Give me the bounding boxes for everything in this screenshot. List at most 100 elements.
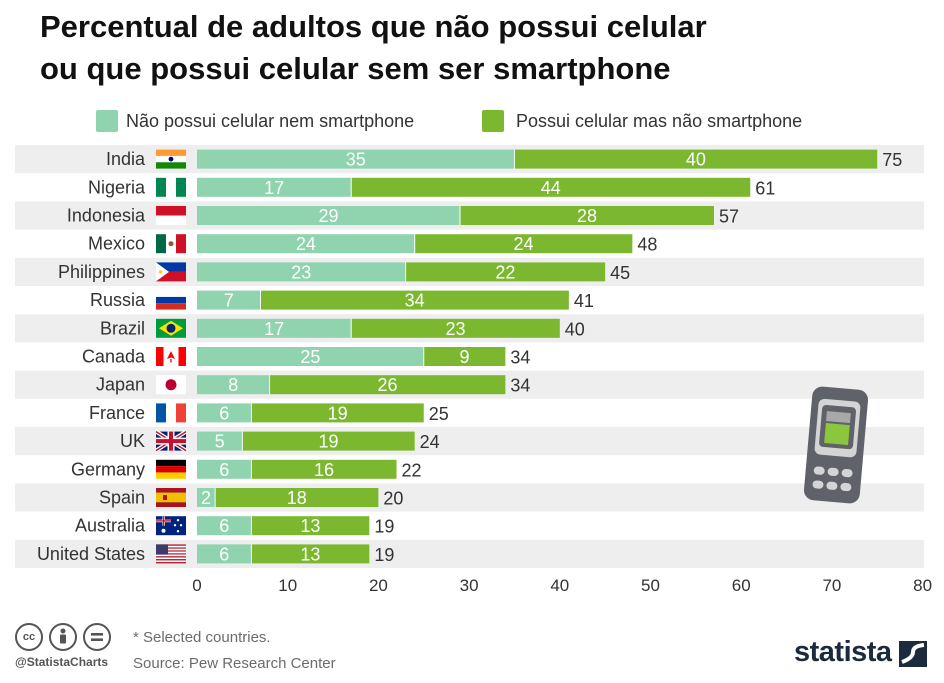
bar-nao-possui [197, 347, 424, 366]
bar-possui-celular [269, 375, 506, 395]
statista-logo[interactable]: statista [794, 636, 892, 668]
category-label: Spain [99, 488, 145, 508]
data-label-possui-celular: 13 [300, 544, 320, 564]
data-label-total: 34 [510, 376, 530, 396]
data-label-possui-celular: 22 [495, 262, 515, 282]
bar-possui-celular [351, 318, 560, 338]
flag-canada-icon [156, 347, 186, 366]
category-label: Brazil [100, 318, 145, 338]
data-label-nao-possui: 24 [296, 234, 316, 254]
bar-possui-celular [514, 149, 878, 169]
data-label-total: 24 [420, 432, 440, 452]
flag-us-icon [156, 544, 186, 564]
bar-possui-celular [460, 206, 714, 225]
feature-phone-icon [803, 386, 869, 504]
category-label: India [106, 149, 146, 169]
category-label: Mexico [88, 234, 145, 254]
data-label-total: 61 [755, 178, 775, 198]
data-label-possui-celular: 19 [328, 403, 348, 423]
bar-nao-possui [197, 149, 515, 169]
bar-nao-possui [197, 177, 352, 197]
legend-swatch-nao-possui [96, 110, 118, 132]
footer-notes: * Selected countries. Source: Pew Resear… [133, 625, 336, 677]
title-line-2: ou que possui celular sem ser smartphone [40, 51, 671, 86]
flag-indonesia-icon [156, 206, 186, 225]
data-label-possui-celular: 34 [405, 291, 425, 311]
bar-nao-possui [197, 375, 270, 395]
flag-uk-icon [154, 429, 188, 453]
data-label-nao-possui: 6 [219, 544, 229, 564]
data-label-total: 34 [510, 348, 530, 368]
flag-india-icon [156, 149, 186, 169]
data-label-total: 25 [429, 404, 449, 424]
flag-germany-icon [156, 459, 186, 479]
selected-countries-note: * Selected countries. [133, 629, 271, 646]
bar-nao-possui [197, 459, 252, 479]
data-label-total: 19 [374, 517, 394, 537]
category-label: Japan [96, 375, 145, 395]
legend-label-nao-possui: Não possui celular nem smartphone [126, 111, 415, 131]
category-label: UK [120, 431, 145, 451]
data-label-nao-possui: 6 [219, 516, 229, 536]
bar-nao-possui [197, 318, 352, 338]
flag-brazil-icon [156, 318, 186, 338]
no-derivatives-icon [83, 623, 111, 651]
category-label: Germany [71, 459, 145, 479]
flag-japan-icon [156, 375, 186, 395]
source-note: Source: Pew Research Center [133, 655, 336, 672]
data-label-total: 75 [882, 150, 902, 170]
data-label-total: 48 [637, 235, 657, 255]
bar-nao-possui [197, 488, 216, 507]
bar-possui-celular [242, 431, 415, 451]
chart-title: Percentual de adultos que não possui cel… [40, 6, 900, 90]
bar-possui-celular [260, 290, 569, 310]
data-label-total: 22 [402, 460, 422, 480]
row-stripe [15, 483, 924, 512]
data-label-possui-celular: 23 [445, 319, 465, 339]
data-label-nao-possui: 7 [224, 291, 234, 311]
attribution-icon [49, 623, 77, 651]
data-label-total: 20 [383, 489, 403, 509]
bar-possui-celular [251, 459, 397, 479]
bar-nao-possui [197, 544, 252, 564]
legend-label-possui-celular: Possui celular mas não smartphone [516, 111, 803, 131]
x-tick-label: 20 [369, 576, 388, 595]
data-label-possui-celular: 24 [514, 234, 534, 254]
statista-handle: @StatistaCharts [15, 655, 109, 669]
data-label-nao-possui: 2 [201, 488, 211, 508]
data-label-possui-celular: 9 [460, 347, 470, 367]
category-label: Australia [75, 516, 146, 536]
flag-spain-icon [156, 488, 186, 507]
data-label-possui-celular: 18 [287, 488, 307, 508]
x-tick-label: 70 [822, 576, 841, 595]
bar-possui-celular [423, 347, 506, 366]
category-label: United States [37, 544, 145, 564]
flag-france-icon [156, 403, 186, 423]
bar-possui-celular [351, 177, 751, 197]
bar-nao-possui [197, 403, 252, 423]
category-label: France [89, 403, 145, 423]
bar-nao-possui [197, 262, 406, 282]
x-tick-label: 40 [550, 576, 569, 595]
data-label-total: 40 [565, 319, 585, 339]
flag-russia-icon [156, 290, 186, 310]
data-label-possui-celular: 19 [318, 432, 338, 452]
data-label-possui-celular: 28 [577, 206, 597, 226]
x-tick-label: 80 [913, 576, 932, 595]
x-tick-label: 10 [278, 576, 297, 595]
category-label: Indonesia [67, 206, 146, 226]
bar-nao-possui [197, 234, 415, 254]
category-label: Philippines [58, 262, 145, 282]
bar-possui-celular [405, 262, 606, 282]
data-label-nao-possui: 6 [219, 460, 229, 480]
bar-possui-celular [215, 488, 379, 507]
data-label-total: 45 [610, 263, 630, 283]
data-label-total: 19 [374, 545, 394, 565]
creative-commons-icon: cc [15, 623, 43, 651]
bar-possui-celular [251, 516, 370, 536]
row-stripe [15, 539, 924, 568]
data-label-possui-celular: 26 [377, 375, 397, 395]
bar-possui-celular [414, 234, 633, 254]
data-label-total: 41 [574, 291, 594, 311]
x-tick-label: 60 [732, 576, 751, 595]
